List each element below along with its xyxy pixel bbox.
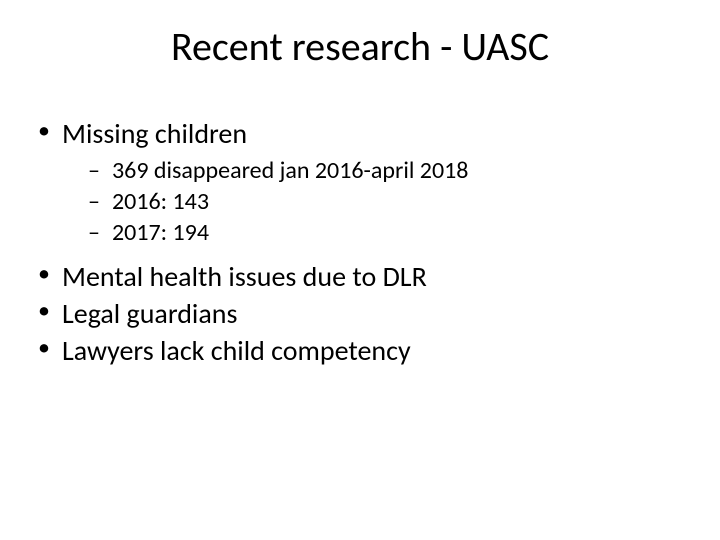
slide: Recent research - UASC Missing children … [0,0,720,540]
list-item: Legal guardians [34,296,680,331]
list-item: Lawyers lack child competency [34,333,680,368]
sub-list-item: 369 disappeared jan 2016-april 2018 [88,155,680,186]
list-item-text: Legal guardians [62,296,237,331]
list-item-text: Missing children [62,116,247,151]
sub-list-item: 2016: 143 [88,186,680,217]
bullet-list: Missing children 369 disappeared jan 201… [34,116,680,368]
sub-list-item: 2017: 194 [88,217,680,248]
sub-list: 369 disappeared jan 2016-april 2018 2016… [62,155,680,249]
list-item: Mental health issues due to DLR [34,259,680,294]
list-item-text: Mental health issues due to DLR [62,259,427,294]
list-item: Missing children 369 disappeared jan 201… [34,116,680,249]
slide-content: Missing children 369 disappeared jan 201… [34,116,680,370]
slide-title: Recent research - UASC [0,22,720,71]
list-item-text: Lawyers lack child competency [62,333,411,368]
